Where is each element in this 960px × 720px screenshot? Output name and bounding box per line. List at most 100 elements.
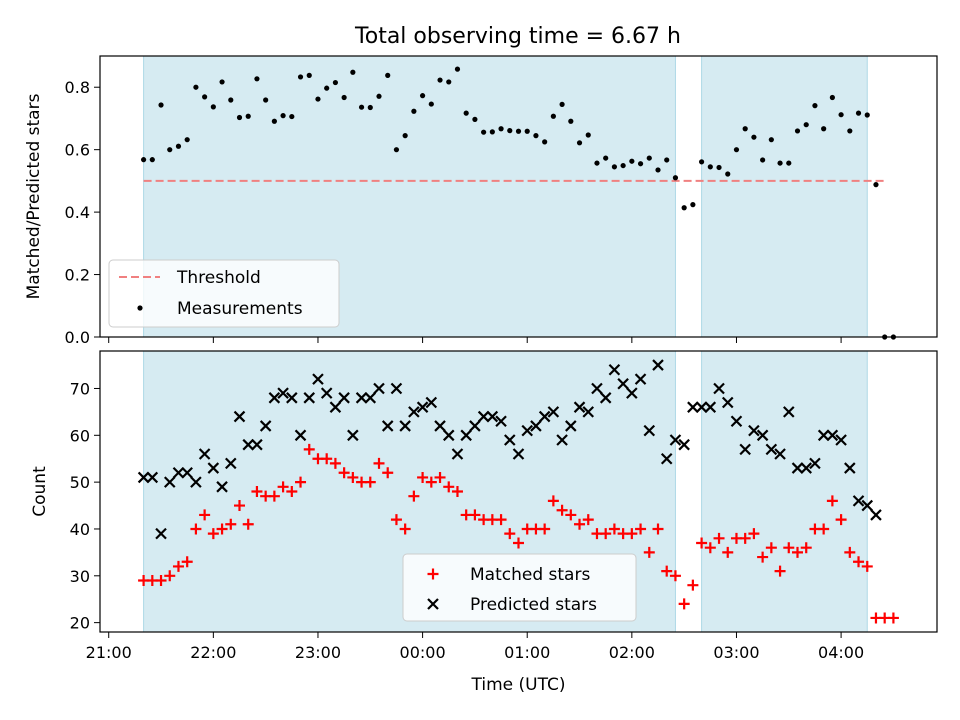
measurement-point bbox=[585, 132, 591, 138]
measurement-point bbox=[672, 175, 679, 181]
matched-star-point bbox=[713, 532, 725, 544]
measurement-point bbox=[646, 155, 652, 161]
predicted-star-point bbox=[678, 438, 690, 451]
measurement-point bbox=[271, 118, 277, 124]
predicted-star-point bbox=[791, 462, 804, 474]
measurement-point bbox=[524, 128, 530, 134]
matched-star-point bbox=[417, 471, 429, 483]
matched-star-point bbox=[234, 500, 245, 512]
measurement-point bbox=[158, 102, 164, 108]
y-tick-label: 0.2 bbox=[65, 266, 90, 285]
predicted-star-point bbox=[582, 406, 595, 418]
matched-star-point bbox=[800, 542, 812, 554]
measurement-point bbox=[629, 158, 635, 164]
predicted-star-point bbox=[408, 406, 420, 418]
predicted-star-point bbox=[303, 392, 316, 404]
measurement-point bbox=[681, 205, 687, 211]
predicted-star-point bbox=[495, 415, 507, 428]
predicted-star-point bbox=[190, 476, 202, 488]
matched-star-point bbox=[792, 546, 803, 558]
measurement-point bbox=[367, 104, 373, 111]
measurement-point bbox=[289, 113, 295, 120]
counts-panel: 20 30 40 50 60 70 21:00 22:00 23:00 00:00 01:00 02:… bbox=[30, 350, 938, 695]
matched-star-point bbox=[364, 476, 376, 488]
measurement-point bbox=[507, 128, 513, 134]
matched-star-point bbox=[574, 518, 586, 530]
matched-star-point bbox=[626, 528, 638, 540]
predicted-star-point bbox=[626, 387, 638, 399]
y-tick-label: 50 bbox=[70, 473, 90, 492]
predicted-star-point bbox=[259, 420, 272, 432]
measurement-point bbox=[245, 113, 251, 119]
matched-star-point bbox=[504, 528, 516, 540]
measurement-point bbox=[620, 162, 626, 169]
matched-star-point bbox=[321, 453, 333, 465]
predicted-star-point bbox=[608, 363, 621, 376]
predicted-star-point bbox=[835, 434, 847, 446]
predicted-star-point bbox=[739, 443, 751, 456]
matched-star-point bbox=[451, 486, 463, 497]
measurement-point bbox=[576, 140, 583, 146]
matched-star-point bbox=[495, 514, 507, 526]
predicted-star-point bbox=[277, 387, 289, 399]
measurement-point bbox=[542, 139, 548, 145]
matched-star-point bbox=[704, 542, 716, 554]
matched-star-point bbox=[425, 476, 437, 488]
measurement-point bbox=[533, 133, 539, 139]
matched-star-point bbox=[251, 486, 263, 497]
measurement-point bbox=[297, 74, 304, 80]
ratio-legend: Threshold Measurements bbox=[108, 259, 340, 328]
predicted-star-point bbox=[774, 448, 786, 460]
measurement-point bbox=[821, 126, 827, 132]
predicted-star-point bbox=[155, 527, 167, 540]
predicted-star-point bbox=[425, 396, 438, 409]
measurement-point bbox=[385, 72, 391, 78]
y-tick-label: 30 bbox=[70, 567, 90, 586]
matched-star-point bbox=[669, 570, 681, 582]
y-tick-label: 60 bbox=[70, 426, 90, 445]
matched-star-point bbox=[652, 523, 664, 535]
predicted-star-point bbox=[451, 448, 464, 460]
measurement-point bbox=[768, 137, 774, 143]
matched-star-point bbox=[853, 556, 865, 568]
predicted-star-point bbox=[399, 420, 411, 432]
predicted-star-point bbox=[286, 392, 298, 404]
matched-star-point bbox=[556, 504, 568, 516]
measurement-point bbox=[847, 128, 853, 134]
measurement-point bbox=[358, 104, 365, 110]
measurement-point bbox=[184, 137, 190, 143]
measurement-point bbox=[760, 157, 766, 163]
matched-star-point bbox=[739, 532, 751, 544]
matched-star-point bbox=[242, 518, 254, 530]
measurement-point bbox=[219, 79, 225, 85]
measurement-point bbox=[193, 84, 199, 90]
matched-star-point bbox=[696, 537, 708, 549]
x-tick-label: 21:00 bbox=[86, 643, 132, 662]
measurement-point bbox=[637, 161, 644, 167]
predicted-star-point bbox=[817, 429, 830, 442]
predicted-star-point bbox=[783, 406, 795, 418]
predicted-star-point bbox=[512, 448, 525, 460]
matched-star-point bbox=[181, 556, 193, 568]
predicted-star-point bbox=[538, 410, 551, 423]
predicted-star-point bbox=[434, 420, 446, 432]
measurement-point bbox=[236, 114, 243, 121]
ratio-panel-frame bbox=[99, 55, 938, 338]
measurement-point bbox=[324, 85, 330, 91]
matched-star-point bbox=[678, 598, 690, 610]
predicted-star-point bbox=[504, 434, 516, 446]
measurement-point bbox=[873, 182, 879, 188]
x-tick-label: 00:00 bbox=[400, 643, 446, 662]
predicted-star-point bbox=[329, 401, 342, 413]
measurement-point bbox=[376, 93, 382, 99]
measurement-point bbox=[228, 97, 234, 103]
legend-predicted-swatch bbox=[427, 598, 439, 610]
matched-star-point bbox=[469, 509, 481, 521]
measurement-point bbox=[733, 147, 740, 153]
measurement-point bbox=[559, 101, 565, 107]
legend-threshold-label: Threshold bbox=[176, 268, 261, 288]
y-axis-label: Matched/Predicted stars bbox=[24, 93, 44, 299]
predicted-star-point bbox=[826, 429, 839, 442]
x-tick-label: 23:00 bbox=[295, 643, 341, 662]
ratio-panel: 0.0 0.2 0.4 0.6 0.8 Matched/Predicted stars Th… bbox=[24, 55, 938, 347]
